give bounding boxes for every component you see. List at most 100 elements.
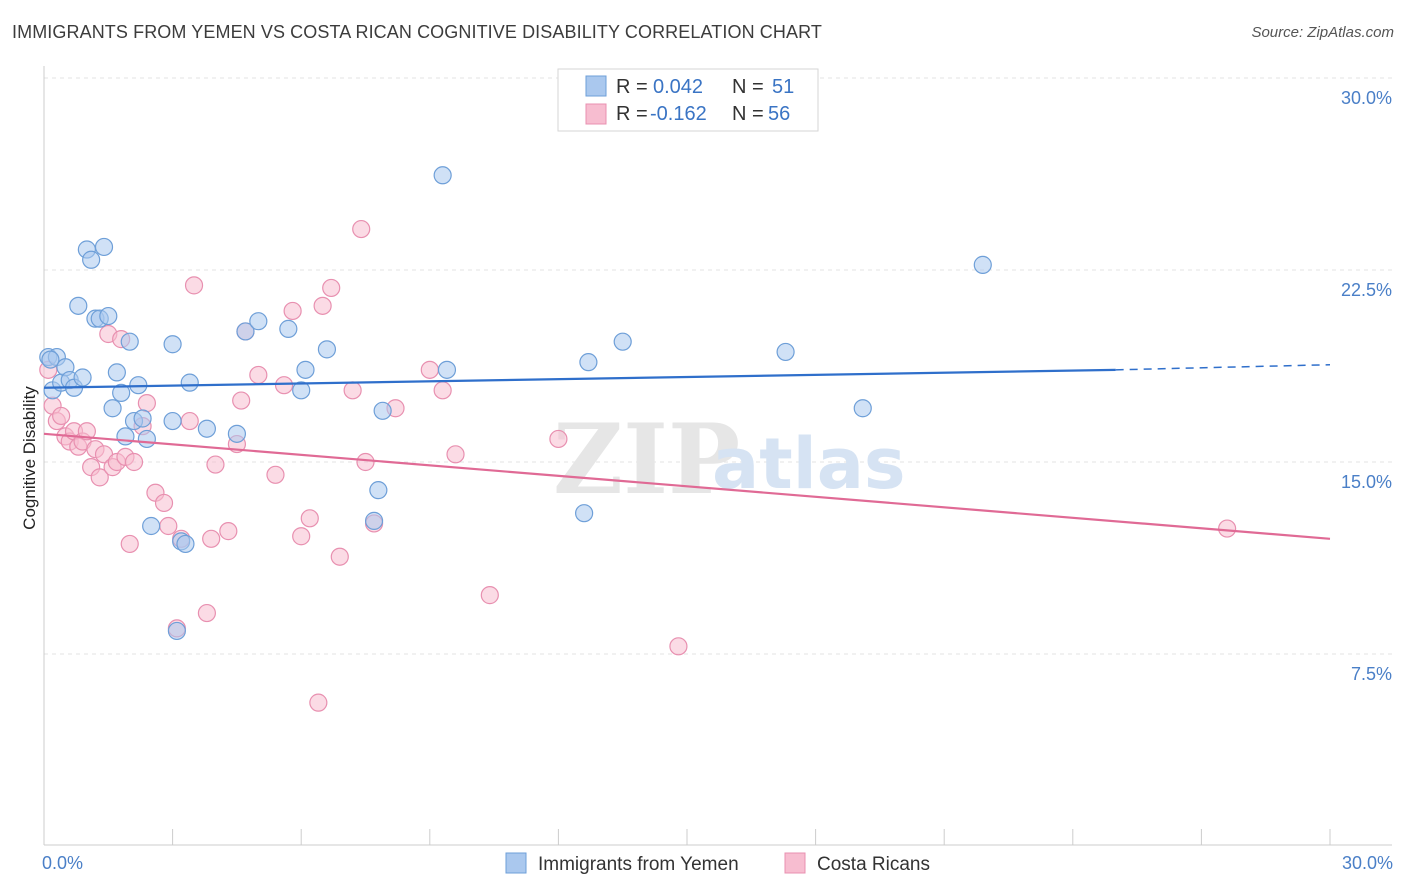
- costa-point-40: [283, 301, 302, 321]
- trend-line-costa: [43, 432, 1331, 540]
- legend-r-value-costa: -0.162: [650, 103, 707, 125]
- yemen-point-30: [180, 373, 199, 392]
- yemen-point-49: [973, 255, 992, 274]
- yemen-point-41: [373, 401, 392, 420]
- y-tick-labels: 7.5% 15.0% 22.5% 30.0%: [1341, 88, 1392, 684]
- costa-point-25: [159, 516, 178, 536]
- correlation-legend: R = 0.042 N = 51 R = -0.162 N = 56: [557, 68, 819, 132]
- yemen-point-32: [227, 424, 246, 443]
- trend-lines: [43, 363, 1331, 540]
- y-axis-label: Cognitive Disability: [20, 386, 39, 530]
- y-tick-label-0: 7.5%: [1351, 664, 1392, 684]
- yemen-point-48: [853, 399, 872, 418]
- x-tick-label-0: 0.0%: [42, 853, 83, 873]
- costa-point-46: [330, 547, 349, 566]
- costa-point-49: [356, 452, 375, 472]
- yemen-point-47: [776, 342, 795, 362]
- costa-point-28: [180, 411, 199, 431]
- costa-point-47: [343, 381, 362, 400]
- yemen-point-22: [133, 409, 152, 428]
- x-tick-labels: 0.0% 30.0%: [42, 853, 1393, 873]
- bottom-legend-label-costa: Costa Ricans: [817, 854, 930, 875]
- yemen-point-31: [197, 419, 216, 438]
- yemen-point-10: [82, 250, 101, 269]
- yemen-point-34: [249, 312, 268, 331]
- yemen-point-17: [112, 383, 131, 402]
- yemen-point-19: [120, 332, 139, 351]
- costa-point-53: [433, 381, 452, 400]
- source-label: Source: ZipAtlas.com: [1251, 24, 1394, 41]
- costa-point-3: [52, 406, 71, 426]
- costa-point-32: [206, 455, 225, 474]
- yemen-point-37: [296, 360, 315, 379]
- costa-point-45: [322, 278, 341, 298]
- yemen-point-23: [137, 429, 156, 449]
- chart-title: IMMIGRANTS FROM YEMEN VS COSTA RICAN COG…: [12, 22, 822, 42]
- y-tick-label-2: 22.5%: [1341, 280, 1392, 300]
- costa-point-54: [446, 445, 465, 464]
- legend-r-label-costa: R =: [616, 103, 648, 125]
- legend-swatch-yemen: [585, 75, 607, 97]
- legend-n-label-costa: N =: [732, 103, 764, 125]
- costa-point-41: [292, 527, 311, 546]
- costa-point-9: [77, 422, 96, 441]
- y-tick-label-3: 30.0%: [1341, 88, 1392, 108]
- yemen-point-43: [433, 166, 452, 185]
- legend-r-value-yemen: 0.042: [653, 76, 703, 98]
- grid-lines: [44, 77, 1392, 655]
- yemen-point-33: [236, 322, 255, 341]
- trend-line-yemen: [43, 368, 1116, 389]
- yemen-point-24: [142, 516, 161, 536]
- costa-point-12: [90, 468, 109, 487]
- costa-point-39: [274, 376, 294, 395]
- yemen-point-16: [107, 363, 126, 382]
- costa-point-43: [309, 693, 328, 712]
- costa-point-24: [154, 493, 174, 513]
- yemen-point-26: [163, 411, 182, 431]
- yemen-point-8: [73, 368, 92, 387]
- yemen-point-35: [279, 319, 298, 338]
- legend-swatch-costa: [585, 103, 607, 125]
- costa-point-35: [232, 391, 251, 410]
- yemen-point-44: [575, 504, 594, 523]
- legend-r-label-yemen: R =: [616, 76, 648, 98]
- yemen-point-50: [41, 350, 60, 369]
- costa-point-19: [120, 534, 139, 554]
- costa-point-58: [1218, 519, 1237, 538]
- yemen-point-25: [163, 335, 182, 354]
- costa-point-44: [313, 296, 332, 315]
- bottom-legend-swatch-yemen: [505, 852, 527, 874]
- legend-n-label-yemen: N =: [732, 76, 764, 98]
- costa-point-42: [300, 509, 319, 528]
- yemen-point-29: [176, 534, 195, 554]
- yemen-point-13: [94, 237, 114, 257]
- yemen-point-7: [69, 296, 88, 315]
- costa-point-55: [480, 586, 499, 605]
- costa-point-20: [124, 452, 144, 472]
- series-legend: Immigrants from Yemen Costa Ricans: [505, 852, 930, 875]
- legend-n-value-yemen: 51: [772, 76, 794, 98]
- costa-point-31: [202, 529, 221, 548]
- x-tick-label-1: 30.0%: [1342, 853, 1393, 873]
- yemen-point-39: [364, 511, 384, 530]
- yemen-point-27: [167, 621, 186, 641]
- yemen-point-46: [613, 332, 632, 351]
- yemen-point-38: [317, 340, 337, 359]
- yemen-point-40: [369, 481, 388, 500]
- costa-point-52: [420, 360, 439, 379]
- costa-point-38: [266, 465, 285, 484]
- costa-point-33: [219, 522, 238, 541]
- yemen-point-45: [579, 353, 598, 372]
- y-tick-label-1: 15.0%: [1341, 472, 1392, 492]
- watermark-atlas: atlas: [712, 423, 906, 505]
- watermark-zip: ZIP: [553, 403, 740, 516]
- yemen-point-14: [99, 306, 118, 326]
- trend-line-yemen-extension: [1115, 363, 1331, 371]
- yemen-point-36: [292, 381, 311, 400]
- yemen-point-42: [437, 360, 457, 379]
- costa-point-48: [352, 219, 371, 239]
- yemen-point-18: [116, 427, 135, 446]
- bottom-legend-label-yemen: Immigrants from Yemen: [538, 854, 739, 875]
- costa-point-56: [549, 429, 568, 449]
